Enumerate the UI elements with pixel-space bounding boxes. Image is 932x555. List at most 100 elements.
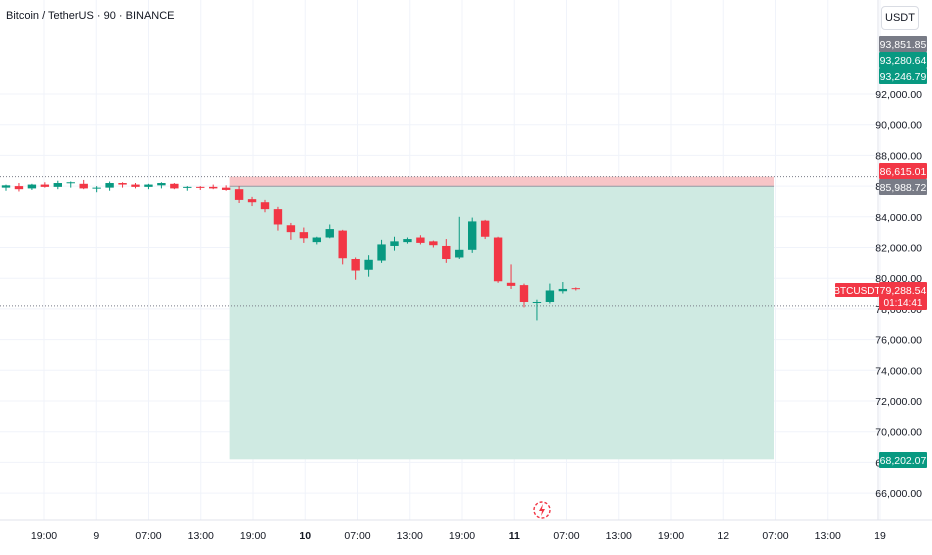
candle[interactable] bbox=[429, 240, 438, 248]
candle[interactable] bbox=[273, 206, 283, 231]
y-tick-label: 72,000.00 bbox=[875, 396, 922, 408]
candle[interactable] bbox=[532, 299, 542, 321]
candle-body bbox=[170, 183, 179, 189]
x-tick-label: 13:00 bbox=[606, 530, 632, 542]
candle-body bbox=[286, 225, 296, 233]
candle[interactable] bbox=[390, 236, 399, 251]
price-tag-label: 68,202.07 bbox=[880, 455, 927, 467]
candle[interactable] bbox=[1, 184, 11, 191]
candle-body bbox=[558, 288, 568, 292]
candle[interactable] bbox=[351, 257, 360, 280]
candle[interactable] bbox=[571, 287, 580, 291]
candle[interactable] bbox=[118, 182, 127, 188]
candle[interactable] bbox=[14, 183, 24, 192]
candle[interactable] bbox=[183, 186, 192, 191]
candle[interactable] bbox=[247, 196, 257, 207]
candle[interactable] bbox=[468, 217, 477, 253]
candle[interactable] bbox=[131, 183, 140, 189]
candle[interactable] bbox=[403, 237, 412, 244]
candle[interactable] bbox=[299, 227, 309, 243]
x-tick-label: 19:00 bbox=[449, 530, 475, 542]
candle[interactable] bbox=[66, 181, 75, 188]
candle-body bbox=[377, 244, 386, 261]
candle[interactable] bbox=[558, 282, 568, 294]
candle-body bbox=[157, 183, 166, 186]
candle[interactable] bbox=[53, 180, 62, 190]
stop-loss-zone[interactable] bbox=[229, 176, 774, 187]
candle-body bbox=[519, 285, 529, 302]
candle-body bbox=[571, 288, 580, 290]
price-tag bbox=[879, 36, 927, 52]
candle-body bbox=[221, 187, 231, 190]
x-tick-label: 07:00 bbox=[762, 530, 788, 542]
candle[interactable] bbox=[40, 182, 50, 188]
candle[interactable] bbox=[27, 183, 37, 190]
candle[interactable] bbox=[157, 182, 166, 189]
candle[interactable] bbox=[493, 236, 503, 283]
y-tick-label: 84,000.00 bbox=[875, 212, 922, 224]
candle-body bbox=[234, 189, 244, 200]
candle[interactable] bbox=[338, 229, 347, 265]
candle-body bbox=[105, 183, 114, 188]
candle-body bbox=[209, 186, 218, 189]
candle[interactable] bbox=[105, 181, 114, 191]
take-profit-zone[interactable] bbox=[229, 186, 774, 460]
candle[interactable] bbox=[196, 186, 205, 190]
candle[interactable] bbox=[545, 283, 555, 304]
candle[interactable] bbox=[170, 183, 179, 190]
y-tick-label: 90,000.00 bbox=[875, 120, 922, 132]
price-tag bbox=[879, 52, 927, 68]
candle[interactable] bbox=[480, 219, 490, 240]
y-tick-label: 70,000.00 bbox=[875, 427, 922, 439]
y-tick-label: 88,000.00 bbox=[875, 150, 922, 162]
candle-body bbox=[118, 183, 127, 185]
candle[interactable] bbox=[416, 235, 425, 245]
candle-body bbox=[79, 183, 88, 189]
candle[interactable] bbox=[364, 255, 373, 277]
candle-body bbox=[66, 182, 75, 184]
candle[interactable] bbox=[79, 179, 88, 190]
candle[interactable] bbox=[506, 264, 516, 289]
x-tick-label: 07:00 bbox=[135, 530, 161, 542]
candle-body bbox=[27, 184, 37, 189]
candle-body bbox=[390, 241, 399, 246]
candle[interactable] bbox=[455, 216, 464, 260]
candle[interactable] bbox=[286, 222, 296, 240]
x-tick-label: 13:00 bbox=[815, 530, 841, 542]
candle-body bbox=[260, 202, 270, 210]
candle[interactable] bbox=[325, 224, 334, 239]
candle[interactable] bbox=[377, 239, 386, 263]
candle-body bbox=[92, 187, 101, 189]
lightning-icon[interactable] bbox=[532, 500, 552, 525]
last-price-tag bbox=[879, 282, 927, 310]
candle-body bbox=[506, 282, 516, 286]
price-tag bbox=[879, 452, 927, 468]
x-tick-label: 07:00 bbox=[553, 530, 579, 542]
candle[interactable] bbox=[442, 239, 451, 263]
candle-body bbox=[442, 245, 451, 260]
price-tag-label: 93,246.79 bbox=[880, 71, 927, 83]
candle[interactable] bbox=[234, 186, 244, 203]
candle[interactable] bbox=[519, 283, 529, 308]
candle[interactable] bbox=[209, 184, 218, 190]
candle-body bbox=[351, 259, 360, 271]
candle-body bbox=[131, 184, 140, 187]
candle[interactable] bbox=[260, 199, 270, 213]
candle[interactable] bbox=[312, 236, 321, 245]
candle-body bbox=[545, 290, 555, 302]
price-tag-label: 86,615.01 bbox=[880, 166, 927, 178]
candle[interactable] bbox=[144, 183, 153, 190]
y-tick-label: 76,000.00 bbox=[875, 335, 922, 347]
candle-body bbox=[299, 232, 309, 239]
y-tick-label: 74,000.00 bbox=[875, 365, 922, 377]
candle[interactable] bbox=[92, 186, 101, 193]
candle-body bbox=[455, 249, 464, 258]
price-tag bbox=[879, 68, 927, 84]
candle[interactable] bbox=[221, 185, 231, 191]
x-tick-label: 12 bbox=[717, 530, 729, 542]
currency-selector[interactable]: USDT bbox=[881, 6, 919, 30]
x-tick-label: 19:00 bbox=[658, 530, 684, 542]
candle-body bbox=[468, 221, 477, 250]
